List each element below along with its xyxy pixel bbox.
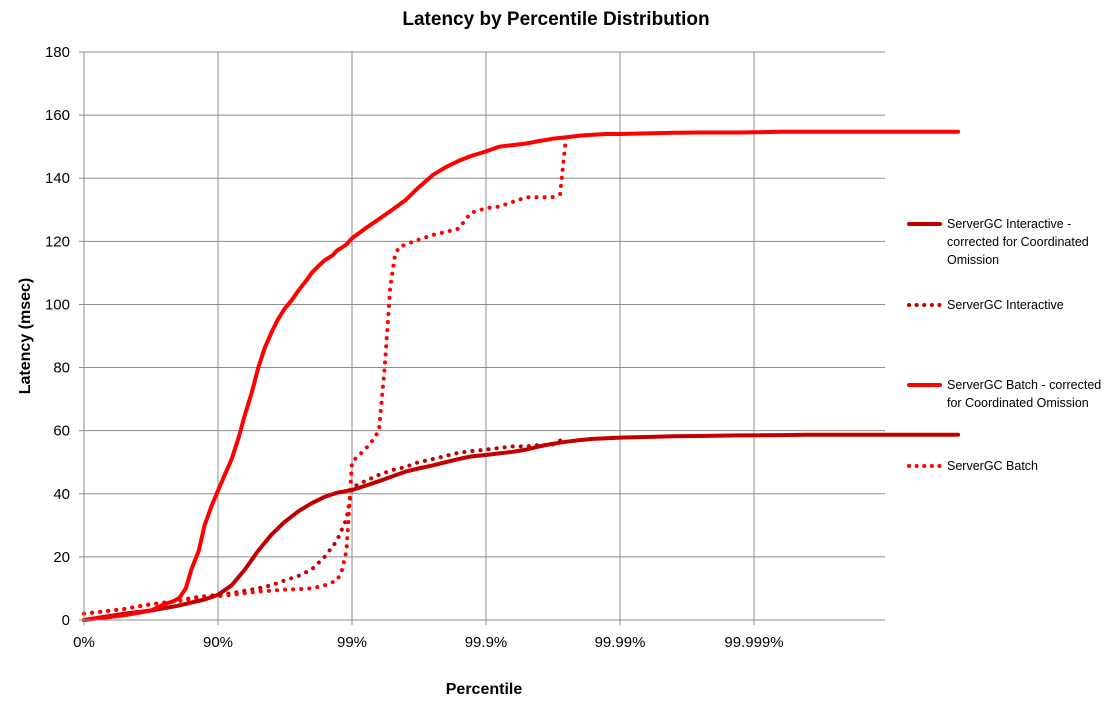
series-line-0	[82, 432, 961, 622]
legend-label-1: ServerGC Interactive	[947, 298, 1064, 312]
x-tick-label: 0%	[73, 634, 95, 651]
x-tick-label: 90%	[203, 634, 233, 651]
x-tick-label: 99.99%	[595, 634, 646, 651]
x-tick-label: 99%	[337, 634, 367, 651]
y-tick-label: 100	[45, 296, 70, 313]
y-tick-label: 60	[53, 423, 70, 440]
series-line-3	[82, 128, 569, 616]
x-tick-label: 99.999%	[724, 634, 783, 651]
x-axis-title: Percentile	[446, 681, 523, 698]
y-tick-label: 0	[62, 612, 70, 629]
axes	[79, 51, 885, 625]
x-tick-label: 99.9%	[465, 634, 508, 651]
legend-label-2: ServerGC Batch - corrected for Coordinate…	[947, 378, 1101, 410]
gridlines	[84, 51, 885, 620]
plot-series	[82, 128, 961, 622]
y-tick-label: 80	[53, 360, 70, 377]
y-tick-label: 120	[45, 233, 70, 250]
y-tick-label: 140	[45, 170, 70, 187]
series-line-2	[82, 129, 961, 622]
legend-label-0: ServerGC Interactive -corrected for Coor…	[947, 217, 1089, 267]
legend: ServerGC Interactive -corrected for Coor…	[907, 217, 1101, 473]
y-tick-label: 180	[45, 44, 70, 61]
y-axis-title: Latency (msec)	[17, 278, 34, 395]
y-tick-label: 40	[53, 486, 70, 503]
y-tick-label: 160	[45, 107, 70, 124]
tick-labels: 0 20 40 60 80 100 120 140 160 180 0% 90% 99% 99.9% 99.…	[45, 44, 784, 651]
chart-title: Latency by Percentile Distribution	[402, 9, 709, 30]
y-tick-label: 20	[53, 549, 70, 566]
legend-label-3: ServerGC Batch	[947, 459, 1038, 473]
series-line-1	[82, 435, 569, 616]
